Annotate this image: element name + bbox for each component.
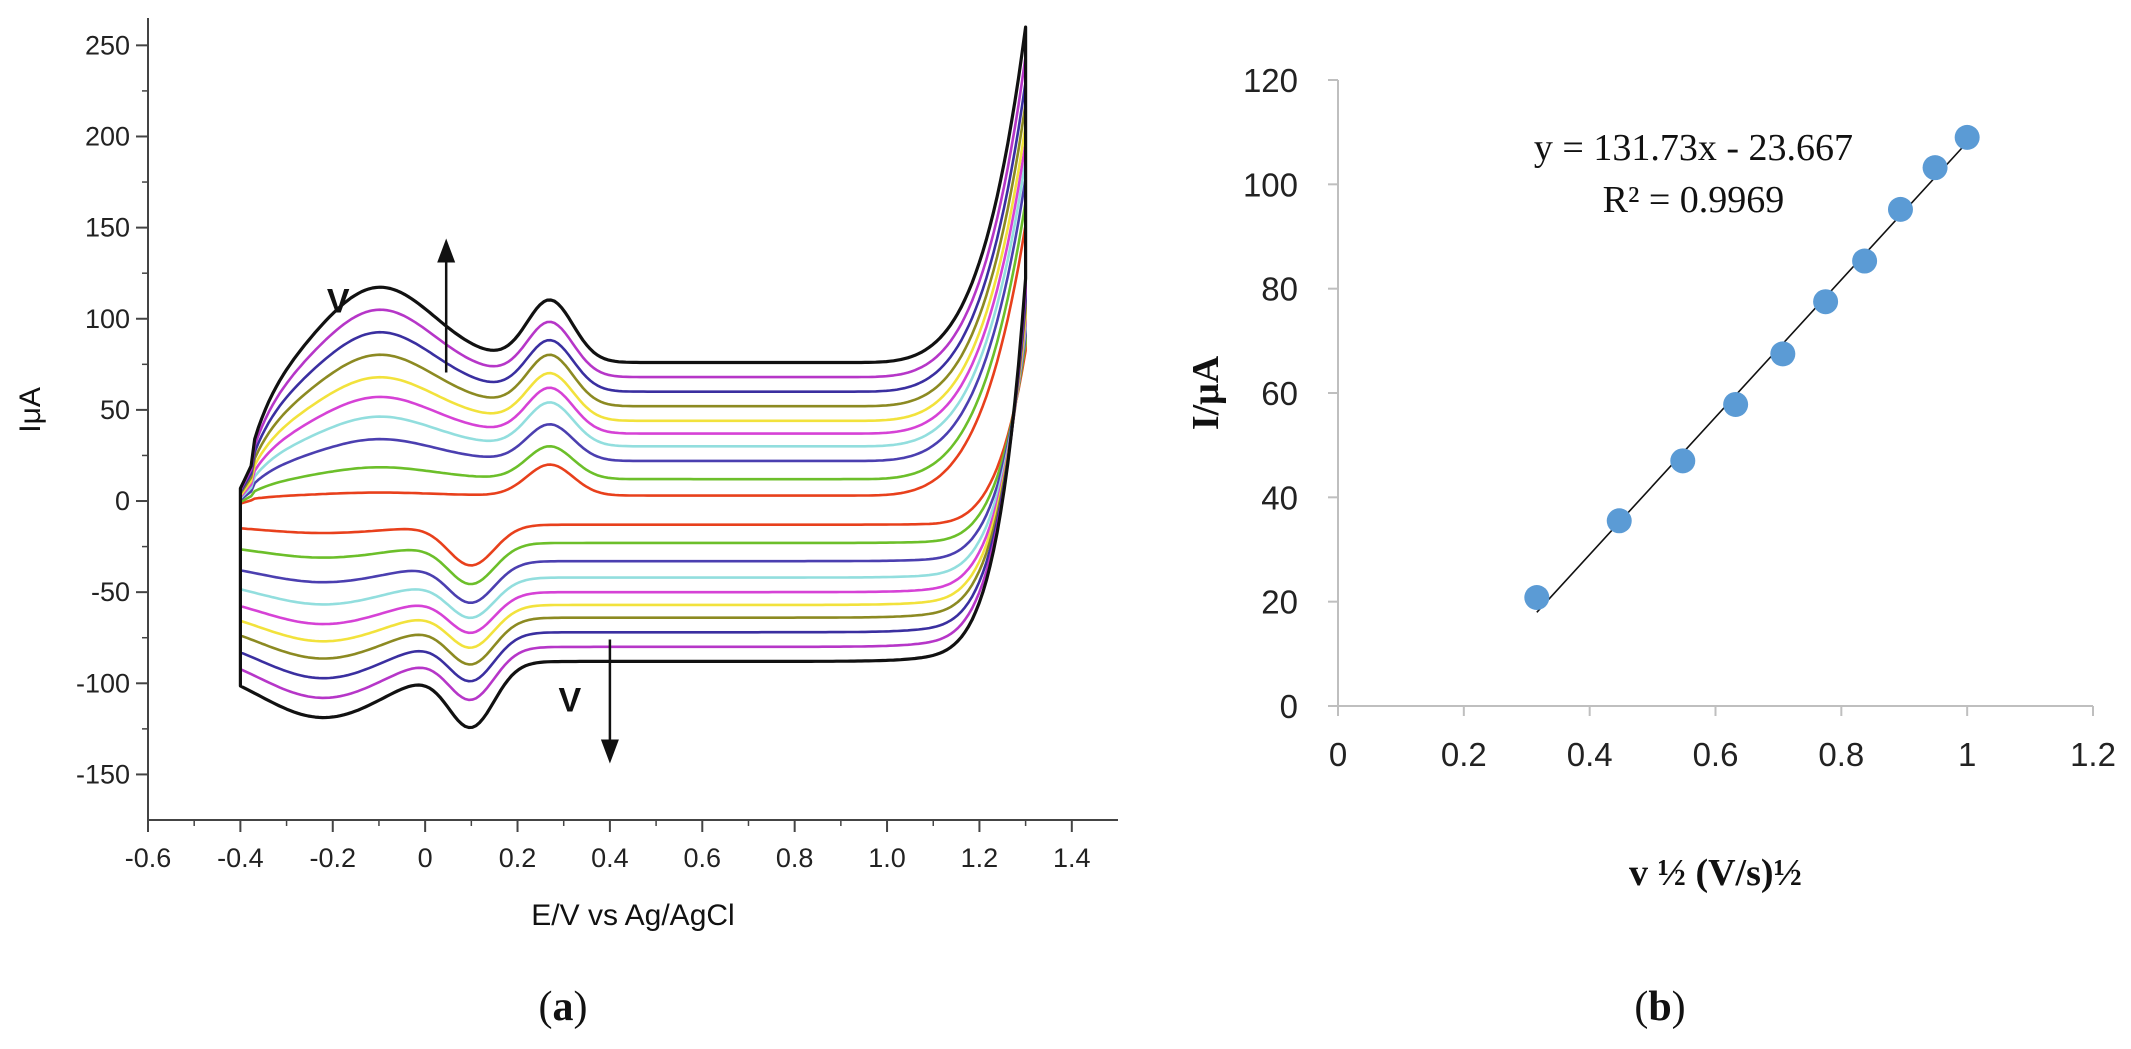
a-y-tick-label: 100	[85, 304, 130, 334]
scan-rate-label-up: V	[327, 283, 350, 321]
a-x-tick-label: 1.0	[868, 843, 906, 873]
a-x-tick-label: -0.2	[309, 843, 356, 873]
panel-a-cyclic-voltammogram: -150 -100 -50 0 50 100 150 200 250 -0.6 -0.4 -0.2 0…	[14, 18, 1118, 932]
cv-curve-1	[239, 223, 1027, 567]
panel-b-y-axis-label: I/μA	[1185, 355, 1227, 430]
b-y-tick-label: 80	[1261, 271, 1298, 308]
data-point	[1524, 584, 1550, 610]
data-point	[1813, 289, 1839, 315]
a-x-tick-label: 0	[418, 843, 433, 873]
data-point	[1770, 341, 1796, 367]
b-y-tick-label: 60	[1261, 375, 1298, 412]
panel-b-y-ticks: 0 20 40 60 80 100 120	[1243, 62, 1338, 725]
panel-b-peak-current-vs-sqrt-scan-rate: 0 20 40 60 80 100 120 0 0.2 0.4 0.6 0.8 1 1.2 y = 13…	[1185, 62, 2116, 894]
panel-b-x-ticks: 0 0.2 0.4 0.6 0.8 1 1.2	[1329, 706, 2116, 773]
panel-b-data-points	[1524, 124, 1980, 610]
scan-rate-arrowhead-down	[600, 739, 619, 764]
a-x-tick-label: -0.4	[217, 843, 264, 873]
b-y-tick-label: 40	[1261, 479, 1298, 516]
b-y-tick-label: 120	[1243, 62, 1298, 99]
panel-a-y-ticks: -150 -100 -50 0 50 100 150 200 250	[76, 30, 148, 789]
b-x-tick-label: 1	[1958, 736, 1976, 773]
panel-a-scan-rate-arrows: VV	[327, 238, 619, 764]
a-x-tick-label: 0.4	[591, 843, 629, 873]
b-x-tick-label: 0	[1329, 736, 1347, 773]
b-x-tick-label: 0.6	[1693, 736, 1739, 773]
panel-b-r-squared: R² = 0.9969	[1603, 179, 1785, 221]
a-y-tick-label: 250	[85, 30, 130, 60]
data-point	[1954, 124, 1980, 150]
data-point	[1852, 248, 1878, 274]
a-x-tick-label: 1.4	[1053, 843, 1091, 873]
b-x-tick-label: 0.4	[1567, 736, 1613, 773]
panel-a-x-ticks: -0.6 -0.4 -0.2 0 0.2 0.4 0.6 0.8 1.0 1.2 1.4	[125, 820, 1091, 873]
a-x-tick-label: 1.2	[961, 843, 999, 873]
scan-rate-arrowhead-up	[437, 238, 456, 263]
panel-b-x-axis-label: v ½ (V/s)½	[1629, 852, 1802, 894]
a-x-tick-label: 0.2	[499, 843, 537, 873]
data-point	[1887, 196, 1913, 222]
caption-b-close: )	[1672, 984, 1686, 1030]
b-x-tick-label: 0.2	[1441, 736, 1487, 773]
data-point	[1606, 508, 1632, 534]
panel-b-regression-equation: y = 131.73x - 23.667	[1534, 127, 1853, 169]
panel-a-x-axis-label: E/V vs Ag/AgCl	[531, 899, 734, 932]
a-y-tick-label: -50	[91, 577, 130, 607]
panel-a-curves	[238, 25, 1028, 730]
a-y-tick-label: 200	[85, 121, 130, 151]
a-y-tick-label: 150	[85, 213, 130, 243]
a-x-tick-label: -0.6	[125, 843, 172, 873]
a-x-tick-label: 0.8	[776, 843, 814, 873]
caption-b-open: (	[1634, 984, 1648, 1030]
panel-a-caption: (a)	[539, 984, 588, 1030]
b-y-tick-label: 20	[1261, 584, 1298, 621]
caption-a-letter: a	[553, 984, 574, 1030]
b-y-tick-label: 100	[1243, 166, 1298, 203]
a-y-tick-label: -100	[76, 668, 130, 698]
cv-curve-10	[238, 25, 1028, 730]
a-y-tick-label: 50	[100, 395, 130, 425]
a-y-tick-label: 0	[115, 486, 130, 516]
cv-curve-2	[239, 200, 1027, 586]
caption-a-open: (	[539, 984, 553, 1030]
data-point	[1723, 391, 1749, 417]
b-y-tick-label: 0	[1280, 688, 1298, 725]
panel-a-y-axis-label: IμA	[14, 387, 47, 433]
data-point	[1670, 448, 1696, 474]
a-y-tick-label: -150	[76, 759, 130, 789]
b-x-tick-label: 0.8	[1818, 736, 1864, 773]
b-x-tick-label: 1.2	[2070, 736, 2116, 773]
caption-a-close: )	[574, 984, 588, 1030]
a-x-tick-label: 0.6	[684, 843, 722, 873]
cv-curve-4	[239, 158, 1027, 620]
data-point	[1922, 155, 1948, 181]
caption-b-letter: b	[1648, 984, 1671, 1030]
scan-rate-label-down: V	[559, 682, 582, 720]
panel-b-caption: (b)	[1634, 984, 1685, 1030]
